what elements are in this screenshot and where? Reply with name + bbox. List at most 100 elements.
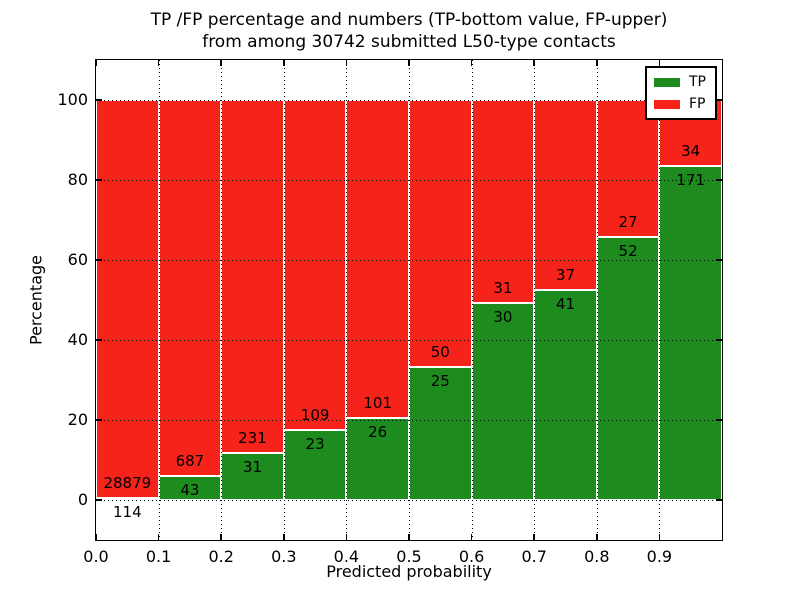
tp-count-label: 171	[676, 171, 706, 190]
x-tick-label: 0.9	[646, 547, 673, 566]
x-tick-label: 0.2	[208, 547, 234, 566]
x-tick-bottom	[658, 534, 661, 540]
fp-bar-segment	[96, 100, 159, 499]
tp-bar-segment	[221, 452, 284, 500]
fp-count-label: 31	[493, 279, 513, 298]
fp-bar-segment	[534, 100, 597, 290]
y-tick-left	[96, 259, 102, 261]
x-tick-label: 0.0	[83, 547, 109, 566]
x-tick-bottom	[220, 534, 222, 540]
x-tick-label: 0.6	[458, 547, 485, 566]
x-tick-label: 0.1	[145, 547, 172, 566]
x-tick-bottom	[95, 534, 97, 540]
tp-count-label: 41	[555, 294, 576, 313]
x-gridline	[158, 60, 160, 540]
fp-bar-segment	[158, 100, 222, 477]
x-tick-top	[157, 60, 160, 66]
x-gridline	[409, 60, 410, 540]
tp-count-label: 26	[368, 423, 388, 442]
x-tick-label: 0.5	[396, 547, 422, 566]
y-tick-label: 80	[67, 170, 88, 189]
x-gridline	[471, 60, 473, 540]
tp-count-label: 114	[112, 503, 142, 522]
x-tick-top	[596, 60, 598, 66]
x-tick-label: 0.7	[521, 547, 547, 566]
x-gridline	[659, 60, 661, 540]
fp-bar-segment	[221, 100, 284, 453]
x-axis-label: Predicted probability	[326, 562, 492, 581]
fp-count-label: 27	[618, 212, 638, 231]
legend: TP FP	[645, 66, 717, 120]
y-tick-label: 60	[67, 250, 88, 269]
x-tick-top	[470, 60, 473, 66]
tp-count-label: 52	[618, 241, 638, 260]
fp-bar-segment	[409, 100, 472, 367]
fp-bar-segment	[283, 100, 347, 431]
y-tick-left	[96, 419, 102, 421]
y-tick-right	[716, 499, 722, 501]
fp-count-label: 37	[555, 265, 576, 284]
fp-count-label: 50	[430, 342, 450, 361]
x-tick-top	[220, 60, 222, 66]
y-tick-label: 20	[67, 410, 88, 429]
tp-bar-segment	[596, 236, 660, 500]
fp-count-label: 687	[175, 452, 205, 471]
tp-count-label: 31	[242, 457, 263, 476]
tp-legend-swatch	[654, 77, 680, 87]
x-gridline	[534, 60, 536, 540]
fp-count-label: 109	[300, 406, 330, 425]
y-tick-left	[96, 99, 102, 101]
x-gridline	[346, 60, 348, 540]
fp-bar-segment	[471, 100, 535, 304]
x-tick-bottom	[470, 534, 473, 540]
tp-count-label: 43	[180, 481, 200, 500]
y-tick-left	[96, 339, 102, 341]
fp-count-label: 231	[238, 428, 267, 447]
x-tick-bottom	[345, 534, 348, 540]
tp-legend-label: TP	[689, 74, 706, 90]
x-tick-label: 0.4	[333, 547, 360, 566]
chart-title: TP /FP percentage and numbers (TP-bottom…	[150, 10, 668, 52]
x-tick-top	[283, 60, 285, 66]
tp-count-label: 30	[493, 308, 513, 327]
x-tick-top	[95, 60, 97, 66]
y-tick-right	[716, 99, 722, 101]
tp-bar-segment	[534, 289, 597, 500]
x-tick-bottom	[533, 534, 535, 540]
y-tick-right	[716, 339, 722, 341]
legend-item-tp: TP	[654, 75, 708, 89]
y-tick-right	[716, 179, 722, 181]
tp-bar-segment	[471, 303, 535, 500]
y-tick-left	[96, 179, 102, 181]
y-tick-right	[716, 419, 722, 421]
x-tick-top	[658, 60, 661, 66]
x-tick-bottom	[157, 534, 160, 540]
tp-bar-segment	[659, 166, 722, 500]
x-tick-bottom	[408, 534, 410, 540]
x-tick-bottom	[596, 534, 598, 540]
x-tick-label: 0.8	[584, 547, 610, 566]
fp-legend-label: FP	[689, 96, 706, 112]
plot-area: 28879 114 687 43 231 31 109 23 101 26 50 25 31 30 37 41…	[95, 60, 722, 540]
y-tick-label: 40	[67, 330, 88, 349]
x-gridline	[596, 60, 598, 540]
tp-count-label: 23	[305, 435, 325, 454]
y-tick-left	[96, 499, 102, 501]
x-tick-top	[533, 60, 535, 66]
x-tick-top	[345, 60, 348, 66]
tp-count-label: 25	[430, 371, 450, 390]
x-gridline	[283, 60, 285, 540]
x-gridline	[221, 60, 223, 540]
fp-legend-swatch	[654, 99, 680, 109]
x-tick-label: 0.3	[271, 547, 297, 566]
y-tick-label: 100	[57, 90, 88, 109]
y-tick-label: 0	[77, 490, 88, 509]
fp-count-label: 28879	[103, 474, 152, 493]
x-tick-bottom	[283, 534, 285, 540]
legend-item-fp: FP	[654, 97, 708, 111]
fp-count-label: 101	[363, 394, 393, 413]
x-tick-top	[408, 60, 410, 66]
y-tick-right	[716, 259, 722, 261]
fp-count-label: 34	[681, 142, 701, 161]
